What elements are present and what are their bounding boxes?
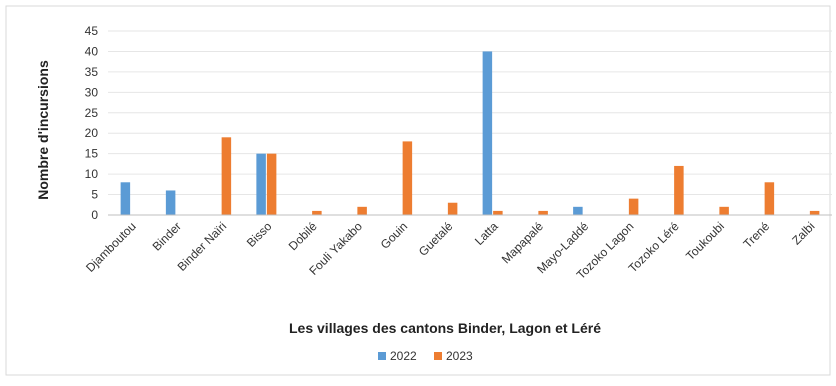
bar-2023-3 (266, 153, 277, 215)
y-tick-label: 5 (91, 188, 98, 202)
bar-2023-6 (402, 141, 413, 215)
legend-label: 2023 (446, 349, 473, 363)
y-axis-label: Nombre d'incursions (35, 60, 51, 200)
bar-2023-13 (719, 206, 729, 215)
bar-2022-10 (573, 206, 583, 215)
y-tick-label: 0 (91, 208, 98, 222)
bar-2022-0 (120, 182, 131, 215)
y-tick-label: 15 (85, 147, 99, 161)
bar-2023-4 (312, 210, 322, 215)
bar-2023-12 (674, 165, 684, 215)
bar-2023-9 (538, 210, 548, 215)
y-axis-ticks: 0 5 10 15 20 25 30 35 40 45 (85, 24, 99, 222)
x-axis-label: Les villages des cantons Binder, Lagon e… (289, 320, 601, 336)
bar-2023-8 (493, 210, 503, 215)
legend-label: 2022 (390, 349, 417, 363)
bar-2022-1 (165, 190, 176, 215)
bar-2023-5 (357, 206, 367, 215)
bar-2022-8 (482, 51, 493, 215)
bar-2023-2 (221, 137, 232, 215)
y-tick-label: 45 (85, 24, 99, 38)
y-tick-label: 20 (85, 126, 99, 140)
y-tick-label: 30 (85, 85, 99, 99)
chart-frame (5, 5, 831, 376)
bar-2023-15 (809, 210, 820, 215)
y-tick-label: 35 (85, 65, 99, 79)
y-tick-label: 25 (85, 106, 99, 120)
y-tick-label: 40 (85, 44, 99, 58)
legend-swatch (434, 352, 442, 360)
legend: 2022 2023 (378, 349, 473, 363)
bars (120, 51, 820, 215)
bar-2023-11 (628, 198, 639, 215)
bar-2023-7 (447, 202, 458, 215)
bar-2023-14 (764, 182, 775, 215)
legend-swatch (378, 352, 386, 360)
y-tick-label: 10 (85, 167, 99, 181)
bar-2022-3 (256, 153, 266, 215)
